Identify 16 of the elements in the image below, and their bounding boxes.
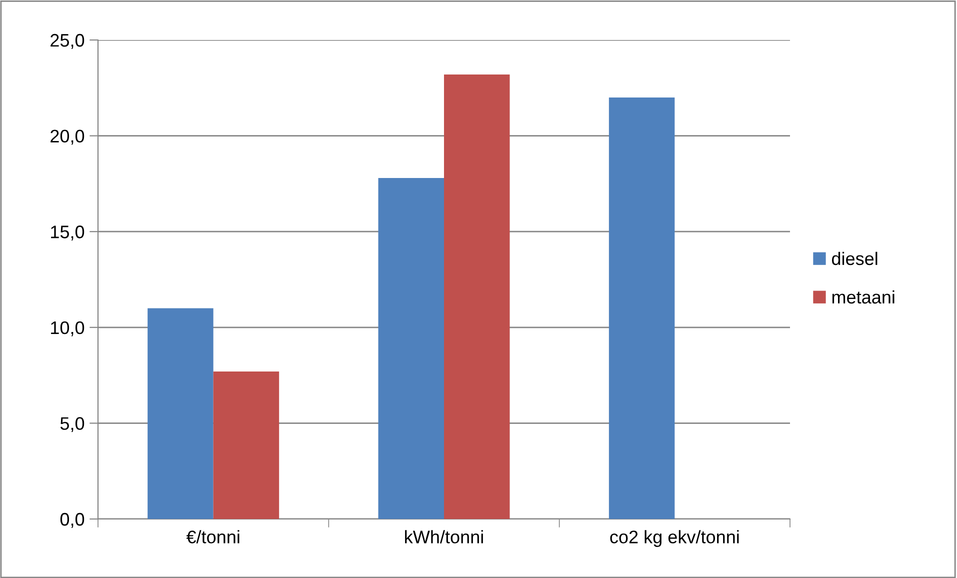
y-tick-label: 15,0: [51, 226, 84, 240]
bar: [608, 97, 675, 519]
y-tick-label: 10,0: [51, 321, 84, 336]
y-tick-label: 5,0: [60, 417, 84, 432]
x-tick-label: co2 kg ekv/tonni: [610, 530, 739, 547]
y-tick-label: 25,0: [50, 34, 84, 49]
y-tick-label: 20,0: [50, 130, 84, 145]
bar: [213, 371, 280, 519]
y-tick-label: 0,0: [60, 512, 84, 528]
bar: [148, 308, 214, 519]
bar: [444, 74, 510, 519]
bar: [378, 178, 444, 519]
x-tick-label: €/tonni: [186, 530, 240, 544]
legend-label: metaani: [832, 290, 894, 304]
x-tick-label: kWh/tonni: [405, 530, 483, 544]
legend-label: diesel: [832, 252, 878, 266]
